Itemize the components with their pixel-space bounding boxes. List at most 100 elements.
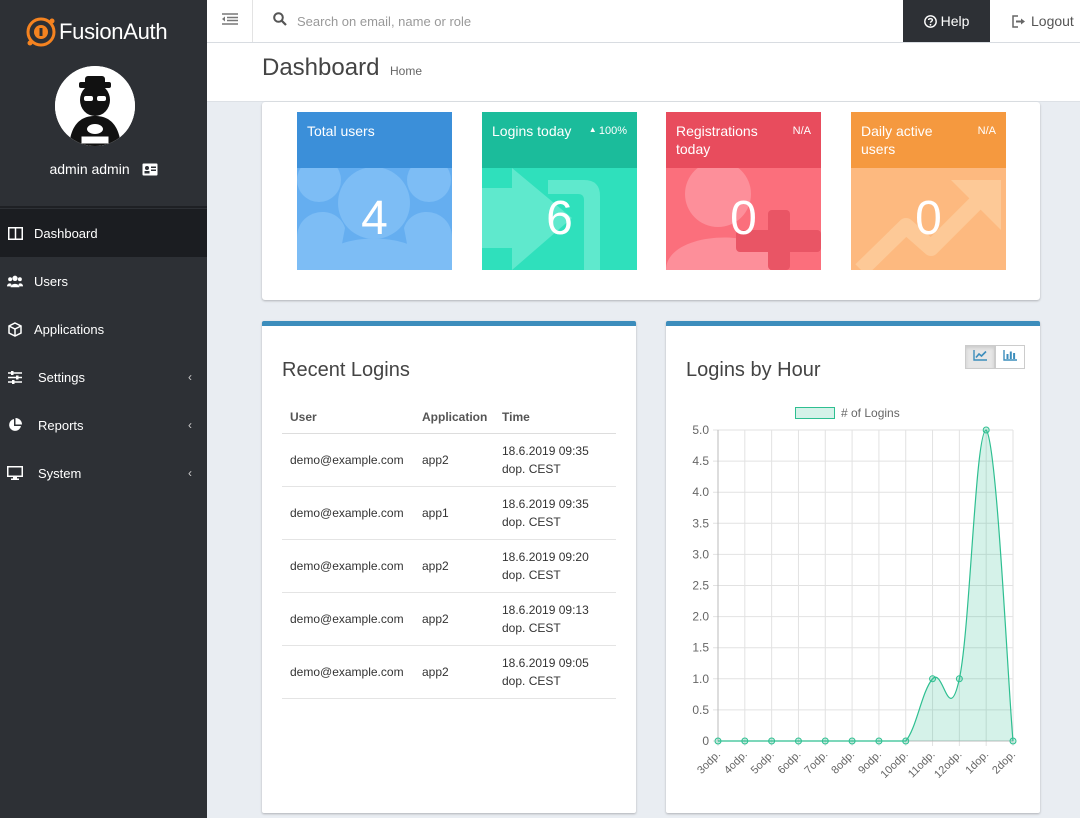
search-icon: [273, 12, 287, 31]
columns-icon: [7, 225, 23, 241]
stat-tile-logins-today[interactable]: Logins today ▲ 100% 6: [482, 112, 637, 270]
data-point: [794, 737, 802, 745]
menu-collapse-icon: [221, 12, 238, 30]
chevron-left-icon: ‹: [188, 370, 192, 384]
users-background-icon: [297, 168, 452, 270]
data-point: [741, 737, 749, 745]
trending-up-background-icon: [855, 180, 1001, 270]
column-header[interactable]: Application: [414, 401, 494, 434]
data-point: [714, 737, 722, 745]
table-row[interactable]: demo@example.com app2 18.6.2019 09:05 dop…: [282, 645, 616, 699]
stat-change: N/A: [977, 125, 996, 137]
help-button[interactable]: Help: [903, 0, 990, 42]
x-tick-label: 6odp.: [776, 749, 804, 777]
stat-change: ▲ 100%: [588, 125, 627, 137]
line-chart-icon: [972, 348, 988, 366]
sign-in-background-icon: [482, 168, 600, 270]
brand-name: FusionAuth: [59, 19, 168, 44]
y-tick-label: 3.0: [692, 547, 709, 561]
column-header[interactable]: User: [282, 401, 414, 434]
data-point: [955, 675, 963, 683]
data-point: [848, 737, 856, 745]
stat-label: Logins today: [482, 112, 637, 168]
table-row[interactable]: demo@example.com app2 18.6.2019 09:35 dop…: [282, 433, 616, 487]
sidebar-item-reports[interactable]: Reports ‹: [0, 401, 207, 449]
logout-button[interactable]: Logout: [1004, 0, 1080, 42]
y-tick-label: 2.5: [692, 579, 709, 593]
id-card-icon[interactable]: [142, 163, 158, 179]
table-header-row: User Application Time: [282, 401, 616, 434]
stat-tile-total-users[interactable]: Total users 4: [297, 112, 452, 270]
stat-label: Total users: [297, 112, 452, 168]
table-row[interactable]: demo@example.com app2 18.6.2019 09:13 dop…: [282, 592, 616, 646]
sidebar-item-label: Settings: [38, 369, 85, 385]
sidebar-toggle-button[interactable]: [207, 0, 253, 42]
login-user[interactable]: demo@example.com: [282, 433, 414, 487]
logins-by-hour-chart: 0 0.5 1.0 1.5 2.0 2.5 3.0 3.5 4.0 4.5 5.0 3odp.4odp…: [692, 423, 1018, 781]
user-display-name[interactable]: admin admin: [0, 161, 207, 179]
login-user[interactable]: demo@example.com: [282, 592, 414, 646]
sidebar-item-system[interactable]: System ‹: [0, 449, 207, 497]
login-application: app2: [414, 592, 494, 646]
sidebar-item-label: Dashboard: [34, 225, 98, 241]
topbar: Search on email, name or role Help Logou…: [207, 0, 1080, 43]
y-tick-label: 1.5: [692, 641, 709, 655]
data-point: [929, 675, 937, 683]
table-row[interactable]: demo@example.com app1 18.6.2019 09:35 dop…: [282, 486, 616, 540]
bar-chart-button[interactable]: [995, 345, 1025, 369]
y-tick-label: 1.0: [692, 672, 709, 686]
sign-out-icon: [1012, 14, 1026, 28]
sidebar-item-users[interactable]: Users: [0, 257, 207, 305]
legend-swatch: [795, 407, 835, 419]
fusionauth-logo-icon: [24, 15, 58, 49]
stat-value: 0: [730, 192, 757, 245]
pie-chart-icon: [7, 417, 23, 433]
legend-label: # of Logins: [841, 406, 900, 420]
chevron-left-icon: ‹: [188, 466, 192, 480]
sidebar-item-label: System: [38, 465, 82, 481]
x-tick-label: 8odp.: [829, 749, 857, 777]
logins-by-hour-title: Logins by Hour: [686, 359, 821, 381]
y-tick-label: 4.0: [692, 485, 709, 499]
sidebar-item-applications[interactable]: Applications: [0, 305, 207, 353]
login-time: 18.6.2019 09:20 dop. CEST: [494, 539, 616, 593]
chart-legend[interactable]: # of Logins: [795, 406, 900, 420]
login-user[interactable]: demo@example.com: [282, 645, 414, 699]
series-line: [718, 429, 1014, 742]
breadcrumb[interactable]: Home: [390, 64, 423, 78]
stat-label: Daily active users: [851, 112, 1006, 168]
sliders-icon: [7, 369, 23, 385]
login-time: 18.6.2019 09:05 dop. CEST: [494, 645, 616, 699]
users-icon: [7, 273, 23, 289]
stat-tile-registrations-today[interactable]: Registrations today N/A 0: [666, 112, 821, 270]
bar-chart-icon: [1002, 348, 1018, 366]
x-tick-label: 5odp.: [749, 749, 777, 777]
logout-label: Logout: [1031, 13, 1074, 29]
help-label: Help: [940, 13, 970, 29]
sidebar-divider: [0, 206, 207, 208]
search-input[interactable]: Search on email, name or role: [273, 12, 471, 31]
login-user[interactable]: demo@example.com: [282, 486, 414, 540]
fusionauth-logo[interactable]: FusionAuth: [24, 15, 168, 49]
y-tick-label: 4.5: [692, 454, 709, 468]
login-user[interactable]: demo@example.com: [282, 539, 414, 593]
x-tick-label: 1dop.: [963, 749, 991, 777]
column-header[interactable]: Time: [494, 401, 616, 434]
login-application: app2: [414, 539, 494, 593]
recent-logins-title: Recent Logins: [282, 359, 410, 381]
data-point: [1009, 737, 1017, 745]
y-tick-label: 0: [702, 734, 709, 748]
table-row[interactable]: demo@example.com app2 18.6.2019 09:20 dop…: [282, 539, 616, 593]
data-point: [768, 737, 776, 745]
avatar[interactable]: [55, 66, 135, 146]
line-chart-button[interactable]: [965, 345, 995, 369]
y-tick-label: 3.5: [692, 516, 709, 530]
stat-tile-daily-active-users[interactable]: Daily active users N/A 0: [851, 112, 1006, 270]
login-application: app1: [414, 486, 494, 540]
sidebar-item-dashboard[interactable]: Dashboard: [0, 209, 207, 257]
stat-value: 0: [915, 192, 942, 245]
search-placeholder: Search on email, name or role: [297, 14, 472, 29]
chevron-left-icon: ‹: [188, 418, 192, 432]
stat-value: 4: [361, 192, 388, 245]
sidebar-item-settings[interactable]: Settings ‹: [0, 353, 207, 401]
